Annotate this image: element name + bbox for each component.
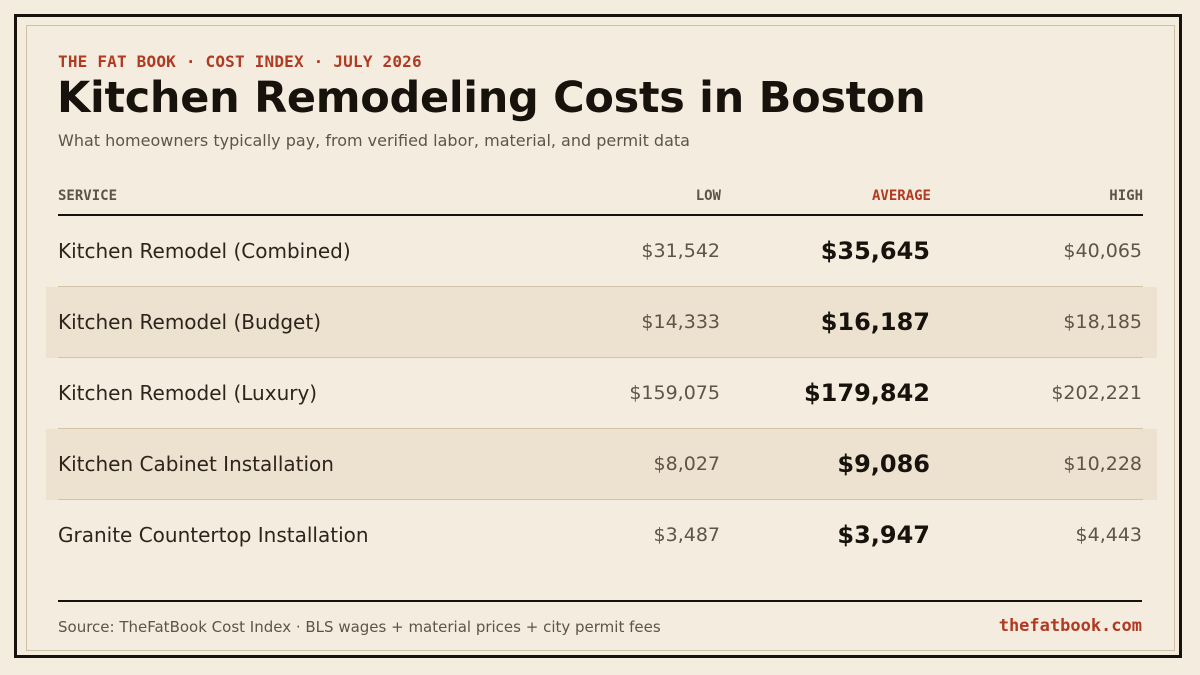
source-note: Source: TheFatBook Cost Index · BLS wage…	[58, 618, 661, 636]
kicker-label: THE FAT BOOK · COST INDEX · JULY 2026	[58, 52, 422, 71]
service-cell: Kitchen Remodel (Budget)	[58, 310, 321, 334]
table-row: Kitchen Remodel (Budget) $14,333 $16,187…	[46, 287, 1157, 358]
row-divider	[58, 286, 1143, 287]
page-subtitle: What homeowners typically pay, from veri…	[58, 131, 690, 150]
footer-divider	[58, 600, 1142, 602]
inner-frame	[26, 25, 1175, 651]
outer-frame	[14, 14, 1182, 658]
table-row: Kitchen Cabinet Installation $8,027 $9,0…	[46, 429, 1157, 500]
table-row: Kitchen Remodel (Luxury) $159,075 $179,8…	[46, 358, 1157, 429]
low-cell: $31,542	[641, 240, 720, 262]
low-cell: $14,333	[641, 311, 720, 333]
cost-table: SERVICE LOW AVERAGE HIGH Kitchen Remodel…	[46, 180, 1157, 571]
column-header-average: AVERAGE	[871, 188, 931, 204]
average-cell: $179,842	[803, 379, 930, 407]
high-cell: $18,185	[1063, 311, 1142, 333]
average-cell: $35,645	[820, 237, 930, 265]
low-cell: $3,487	[653, 524, 720, 546]
column-header-low: LOW	[695, 188, 721, 204]
average-cell: $16,187	[820, 308, 930, 336]
service-cell: Granite Countertop Installation	[58, 523, 369, 547]
high-cell: $10,228	[1063, 453, 1142, 475]
service-cell: Kitchen Remodel (Combined)	[58, 239, 351, 263]
average-cell: $3,947	[837, 521, 930, 549]
column-header-high: HIGH	[1109, 188, 1143, 204]
low-cell: $8,027	[653, 453, 720, 475]
service-cell: Kitchen Remodel (Luxury)	[58, 381, 318, 405]
row-divider	[58, 499, 1143, 500]
column-header-service: SERVICE	[58, 188, 118, 204]
high-cell: $4,443	[1075, 524, 1142, 546]
service-cell: Kitchen Cabinet Installation	[58, 452, 334, 476]
high-cell: $40,065	[1063, 240, 1142, 262]
average-cell: $9,086	[837, 450, 930, 478]
site-link[interactable]: thefatbook.com	[998, 616, 1142, 636]
low-cell: $159,075	[629, 382, 720, 404]
row-divider	[58, 357, 1143, 358]
row-divider	[58, 428, 1143, 429]
table-header: SERVICE LOW AVERAGE HIGH	[58, 180, 1143, 216]
page-title: Kitchen Remodeling Costs in Boston	[57, 73, 926, 123]
table-row: Kitchen Remodel (Combined) $31,542 $35,6…	[46, 216, 1157, 287]
table-row: Granite Countertop Installation $3,487 $…	[46, 500, 1157, 571]
high-cell: $202,221	[1051, 382, 1142, 404]
